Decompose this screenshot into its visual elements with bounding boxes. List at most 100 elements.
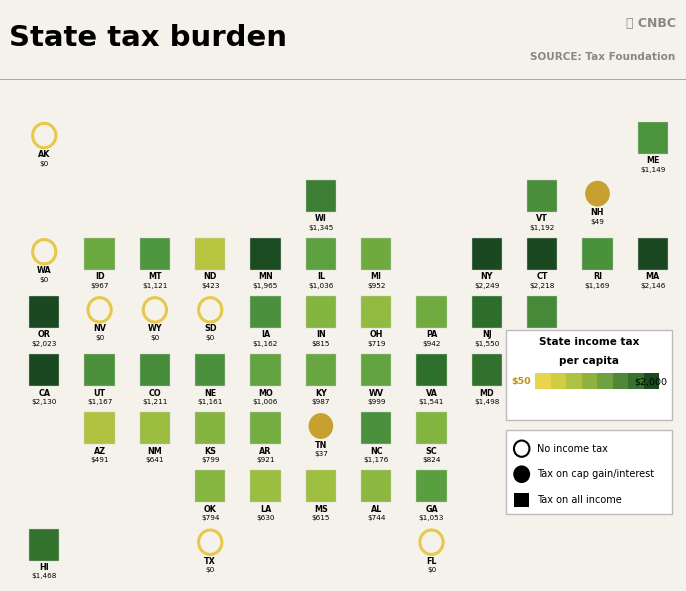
Bar <box>140 354 170 387</box>
Text: $641: $641 <box>145 457 164 463</box>
Text: $719: $719 <box>367 341 386 347</box>
Text: IN: IN <box>316 330 326 339</box>
Text: MI: MI <box>370 272 381 281</box>
Text: MO: MO <box>258 388 273 398</box>
Text: CO: CO <box>149 388 161 398</box>
Text: $1,228: $1,228 <box>530 341 555 347</box>
FancyBboxPatch shape <box>506 430 672 514</box>
Bar <box>527 238 557 270</box>
Bar <box>527 180 557 212</box>
Text: HI: HI <box>39 563 49 572</box>
Text: OH: OH <box>370 330 383 339</box>
Text: ME: ME <box>646 156 659 165</box>
Text: $1,541: $1,541 <box>419 399 445 405</box>
FancyBboxPatch shape <box>506 330 672 420</box>
Bar <box>472 354 502 387</box>
Bar <box>250 413 281 444</box>
Text: $1,211: $1,211 <box>142 399 167 405</box>
Bar <box>566 372 582 389</box>
Circle shape <box>514 466 530 482</box>
Text: $2,249: $2,249 <box>474 283 499 289</box>
Bar <box>195 354 226 387</box>
Text: ID: ID <box>95 272 104 281</box>
Bar <box>416 470 447 502</box>
Bar <box>195 413 226 444</box>
Bar <box>250 354 281 387</box>
Text: $1,965: $1,965 <box>253 283 279 289</box>
Bar <box>306 238 336 270</box>
Text: UT: UT <box>93 388 106 398</box>
Text: $1,167: $1,167 <box>87 399 113 405</box>
Bar <box>613 372 628 389</box>
Text: WI: WI <box>315 215 327 223</box>
Text: MT: MT <box>148 272 162 281</box>
Text: KY: KY <box>315 388 327 398</box>
Text: NM: NM <box>147 447 163 456</box>
Text: $1,550: $1,550 <box>474 341 499 347</box>
Bar <box>306 354 336 387</box>
Text: RI: RI <box>593 272 602 281</box>
Text: $794: $794 <box>201 515 220 521</box>
Text: VA: VA <box>425 388 438 398</box>
Text: $1,053: $1,053 <box>419 515 445 521</box>
Text: $0: $0 <box>150 335 160 341</box>
Text: $1,121: $1,121 <box>142 283 167 289</box>
Text: Tax on all income: Tax on all income <box>536 495 622 505</box>
Bar <box>306 180 336 212</box>
Text: SOURCE: Tax Foundation: SOURCE: Tax Foundation <box>530 53 676 63</box>
Text: $2,000: $2,000 <box>635 377 667 387</box>
Text: $824: $824 <box>423 457 441 463</box>
Text: AL: AL <box>370 505 382 514</box>
Text: IA: IA <box>261 330 270 339</box>
Text: NY: NY <box>481 272 493 281</box>
Text: LA: LA <box>260 505 271 514</box>
Text: $967: $967 <box>91 283 109 289</box>
Text: $921: $921 <box>257 457 275 463</box>
Text: NH: NH <box>591 208 604 217</box>
Bar <box>29 528 60 560</box>
Text: $2,130: $2,130 <box>32 399 57 405</box>
Bar <box>195 470 226 502</box>
Text: CT: CT <box>536 272 548 281</box>
Bar <box>472 238 502 270</box>
Bar <box>472 296 502 328</box>
Text: $952: $952 <box>367 283 386 289</box>
Text: $942: $942 <box>423 341 441 347</box>
Bar <box>140 238 170 270</box>
Text: $423: $423 <box>201 283 220 289</box>
Circle shape <box>309 414 333 438</box>
Text: ND: ND <box>204 272 217 281</box>
Text: MA: MA <box>646 272 660 281</box>
Text: State tax burden: State tax burden <box>9 24 287 52</box>
Text: GA: GA <box>425 505 438 514</box>
Text: $491: $491 <box>91 457 109 463</box>
Text: IL: IL <box>317 272 325 281</box>
Bar <box>29 296 60 328</box>
Bar <box>644 372 659 389</box>
Text: CA: CA <box>38 388 50 398</box>
Text: $1,149: $1,149 <box>640 167 665 173</box>
Text: TN: TN <box>315 440 327 450</box>
Bar <box>250 296 281 328</box>
Text: $1,468: $1,468 <box>32 573 57 579</box>
Text: AR: AR <box>259 447 272 456</box>
Text: $1,162: $1,162 <box>253 341 279 347</box>
Text: WV: WV <box>368 388 383 398</box>
Text: $0: $0 <box>206 567 215 573</box>
Text: NE: NE <box>204 388 216 398</box>
Circle shape <box>586 181 609 206</box>
Bar <box>416 296 447 328</box>
Bar <box>514 493 529 506</box>
Text: $815: $815 <box>311 341 330 347</box>
Text: $1,176: $1,176 <box>364 457 389 463</box>
Bar <box>637 122 668 154</box>
Text: WA: WA <box>37 267 51 275</box>
Bar <box>361 296 392 328</box>
Bar <box>416 413 447 444</box>
Text: $1,161: $1,161 <box>198 399 223 405</box>
Bar <box>598 372 613 389</box>
Text: $999: $999 <box>367 399 386 405</box>
Text: per capita: per capita <box>559 356 619 366</box>
Text: $37: $37 <box>314 451 328 457</box>
Text: Tax on cap gain/interest: Tax on cap gain/interest <box>536 469 654 479</box>
